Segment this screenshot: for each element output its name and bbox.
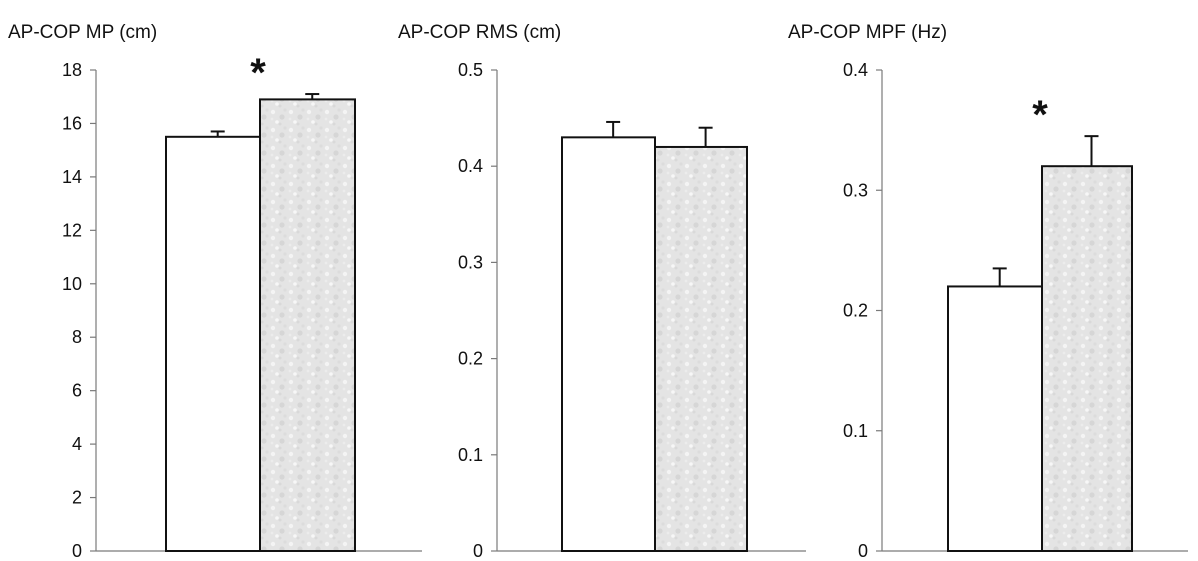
- chart-title: AP-COP RMS (cm): [398, 22, 561, 43]
- y-tick-label: 12: [62, 220, 82, 240]
- y-tick-label: 0.1: [843, 421, 868, 441]
- chart-panel-3: AP-COP MPF (Hz) 0 0.1 0.2 0.3 0.4 *: [788, 22, 1188, 561]
- y-tick-label: 0.2: [843, 301, 868, 321]
- chart-title: AP-COP MP (cm): [8, 22, 157, 43]
- bar-series-2: [654, 145, 748, 553]
- y-tick-label: 4: [72, 434, 82, 454]
- bar-series-2: [259, 98, 356, 553]
- chart-panel-2: AP-COP RMS (cm) 0 0.1 0.2 0.3 0.4 0.5: [398, 22, 806, 561]
- y-tick-label: 0.2: [458, 349, 483, 369]
- y-tick-label: 14: [62, 167, 82, 187]
- y-tick-label: 6: [72, 381, 82, 401]
- bar-series-2: [1041, 165, 1133, 552]
- y-tick-label: 0: [858, 541, 868, 561]
- significance-marker: *: [250, 51, 266, 95]
- y-tick-label: 18: [62, 60, 82, 80]
- y-tick-label: 10: [62, 274, 82, 294]
- y-tick-label: 0: [72, 541, 82, 561]
- y-tick-label: 0.3: [458, 252, 483, 272]
- bar-series-1: [947, 285, 1043, 552]
- y-tick-label: 0: [473, 541, 483, 561]
- y-tick-label: 0.3: [843, 180, 868, 200]
- chart-title: AP-COP MPF (Hz): [788, 22, 947, 43]
- bar-series-1: [561, 136, 656, 552]
- y-tick-label: 16: [62, 113, 82, 133]
- y-tick-label: 0.5: [458, 60, 483, 80]
- y-tick-label: 8: [72, 327, 82, 347]
- bar-series-1: [165, 135, 261, 553]
- y-tick-label: 0.4: [843, 60, 868, 80]
- chart-panel-1: AP-COP MP (cm) 0 2 4 6 8 10 12 14 16 18 *: [8, 22, 422, 561]
- y-tick-label: 2: [72, 488, 82, 508]
- significance-marker: *: [1032, 93, 1048, 137]
- y-tick-label: 0.4: [458, 156, 483, 176]
- y-tick-label: 0.1: [458, 445, 483, 465]
